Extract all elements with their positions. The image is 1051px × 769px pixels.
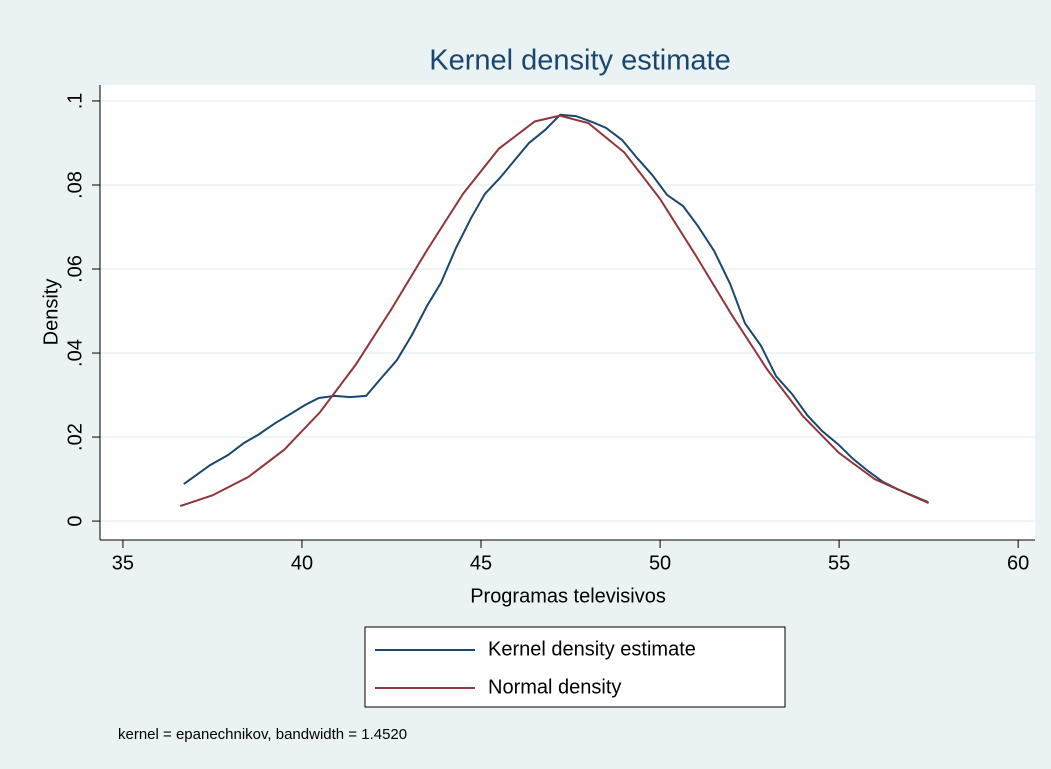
y-tick-label: .06: [64, 255, 86, 283]
y-tick-label: 0: [64, 516, 86, 527]
x-axis-title: Programas televisivos: [470, 585, 666, 607]
plot-area: [100, 85, 1035, 540]
x-tick-label: 35: [112, 552, 134, 574]
legend-label: Normal density: [488, 676, 621, 698]
y-tick-label: .08: [64, 171, 86, 199]
line: [179, 114, 930, 507]
line: [183, 113, 929, 504]
x-tick-label: 60: [1007, 552, 1029, 574]
x-tick-label: 40: [291, 552, 313, 574]
legend-label: Kernel density estimate: [488, 638, 696, 660]
legend-box: [364, 626, 786, 708]
y-tick-label: .02: [64, 423, 86, 451]
y-tick-label: .1: [64, 93, 86, 110]
y-axis-title: Density: [40, 279, 62, 346]
y-tick-label: .04: [64, 339, 86, 367]
x-tick-label: 50: [649, 552, 671, 574]
chart-title: Kernel density estimate: [429, 45, 730, 77]
x-tick-label: 55: [828, 552, 850, 574]
note: kernel = epanechnikov, bandwidth = 1.452…: [118, 726, 407, 743]
x-tick-label: 45: [470, 552, 492, 574]
